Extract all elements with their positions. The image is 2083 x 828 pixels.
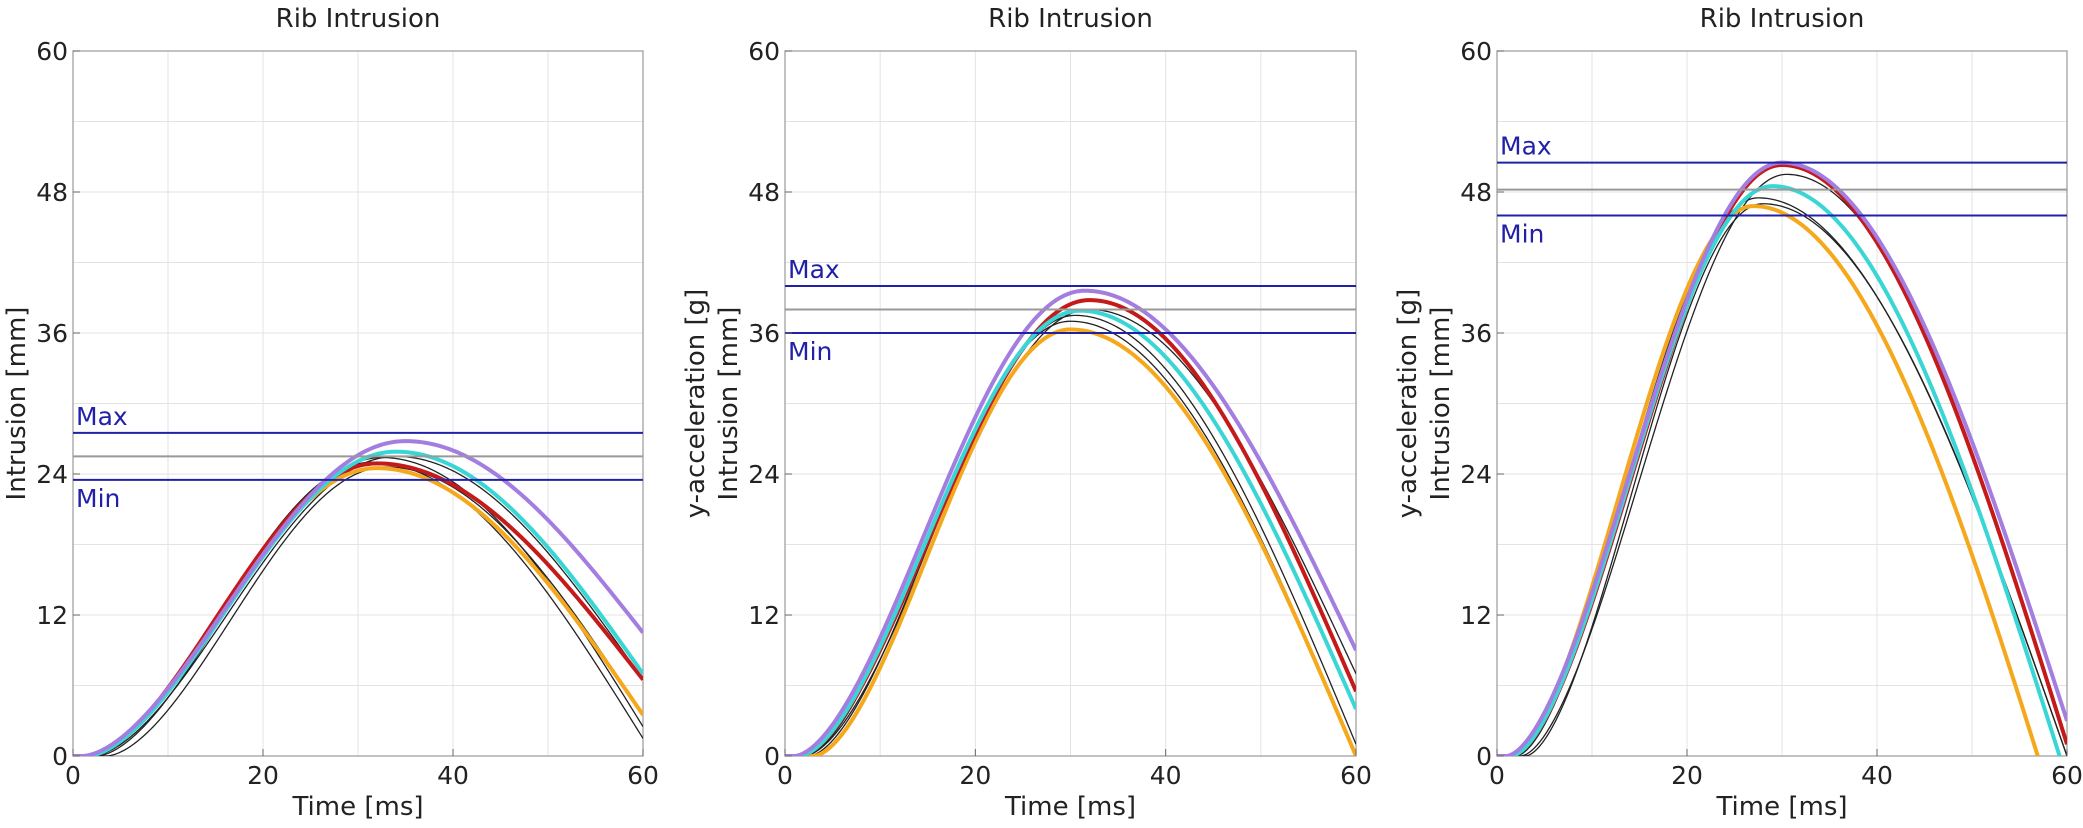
y-tick-label: 36 (36, 319, 68, 348)
y-tick-label: 48 (1460, 178, 1492, 207)
x-tick-label: 40 (437, 761, 469, 790)
x-axis-label: Time [ms] (291, 792, 423, 822)
series-line-6 (785, 308, 1356, 756)
plot-frame (1496, 50, 2068, 757)
chart-panel-3: Max Min 0 20 40 60 0 12 24 36 48 60 Rib Intrusion Tim… (1393, 4, 2083, 822)
series-group (73, 439, 643, 756)
y-tick-label: 48 (36, 178, 68, 207)
x-tick-label: 20 (1671, 761, 1703, 790)
limit-label-max: Max (1500, 132, 1552, 161)
y-tick-label: 24 (36, 460, 68, 489)
y-axis-label: Intrusion [mm] (714, 307, 744, 501)
series-line-7 (73, 449, 643, 756)
x-tick-label: 40 (1150, 761, 1182, 790)
y-axis-label: Intrusion [mm] (1426, 307, 1456, 501)
y-tick-label: 12 (36, 601, 68, 630)
series-line-6 (1497, 184, 2062, 756)
limit-label-max: Max (788, 255, 840, 284)
plot-frame (784, 50, 1357, 757)
chart-title: Rib Intrusion (988, 4, 1153, 34)
y-tick-label: 0 (1476, 742, 1492, 771)
x-axis-label: Time [ms] (1715, 792, 1847, 822)
series-group (785, 288, 1356, 756)
y-tick-label: 60 (1460, 37, 1492, 66)
chart-panel-2: Max Min 0 20 40 60 0 12 24 36 48 60 Rib Intrusion Tim… (681, 4, 1372, 822)
y-axis-label: Intrusion [mm] (2, 307, 32, 501)
series-line-8 (73, 439, 643, 756)
x-tick-label: 0 (65, 761, 81, 790)
chart-title: Rib Intrusion (1700, 4, 1865, 34)
x-tick-label: 60 (2051, 761, 2083, 790)
y-tick-label: 24 (748, 460, 780, 489)
y-tick-label: 60 (748, 37, 780, 66)
limit-label-max: Max (76, 402, 128, 431)
y-tick-label: 48 (748, 178, 780, 207)
y-tick-label: 12 (748, 601, 780, 630)
x-axis-label: Time [ms] (1004, 792, 1136, 822)
series-line-4 (785, 327, 1356, 756)
y-tick-label: 0 (764, 742, 780, 771)
chart-title: Rib Intrusion (276, 4, 441, 34)
x-tick-label: 60 (627, 761, 659, 790)
y-tick-label: 36 (1460, 319, 1492, 348)
x-tick-label: 40 (1861, 761, 1893, 790)
y-tick-label: 24 (1460, 460, 1492, 489)
y-tick-label: 12 (1460, 601, 1492, 630)
chart-panel-1: Max Min 0 20 40 60 0 12 24 36 48 60 Rib Intrusion Tim… (2, 4, 659, 822)
limit-label-min: Min (788, 337, 832, 366)
x-tick-label: 20 (247, 761, 279, 790)
y-tick-label: 60 (36, 37, 68, 66)
y-axis-label: y-acceleration [g] (681, 289, 711, 519)
y-tick-label: 0 (52, 742, 68, 771)
series-line-4 (73, 466, 643, 756)
x-tick-label: 0 (1489, 761, 1505, 790)
x-tick-label: 60 (1340, 761, 1372, 790)
x-tick-label: 0 (777, 761, 793, 790)
y-tick-label: 36 (748, 319, 780, 348)
limit-label-min: Min (1500, 220, 1544, 249)
x-tick-label: 20 (959, 761, 991, 790)
plot-frame (72, 50, 644, 757)
y-axis-label: y-acceleration [g] (1393, 289, 1423, 519)
series-line-7 (785, 288, 1356, 756)
limit-label-min: Min (76, 484, 120, 513)
